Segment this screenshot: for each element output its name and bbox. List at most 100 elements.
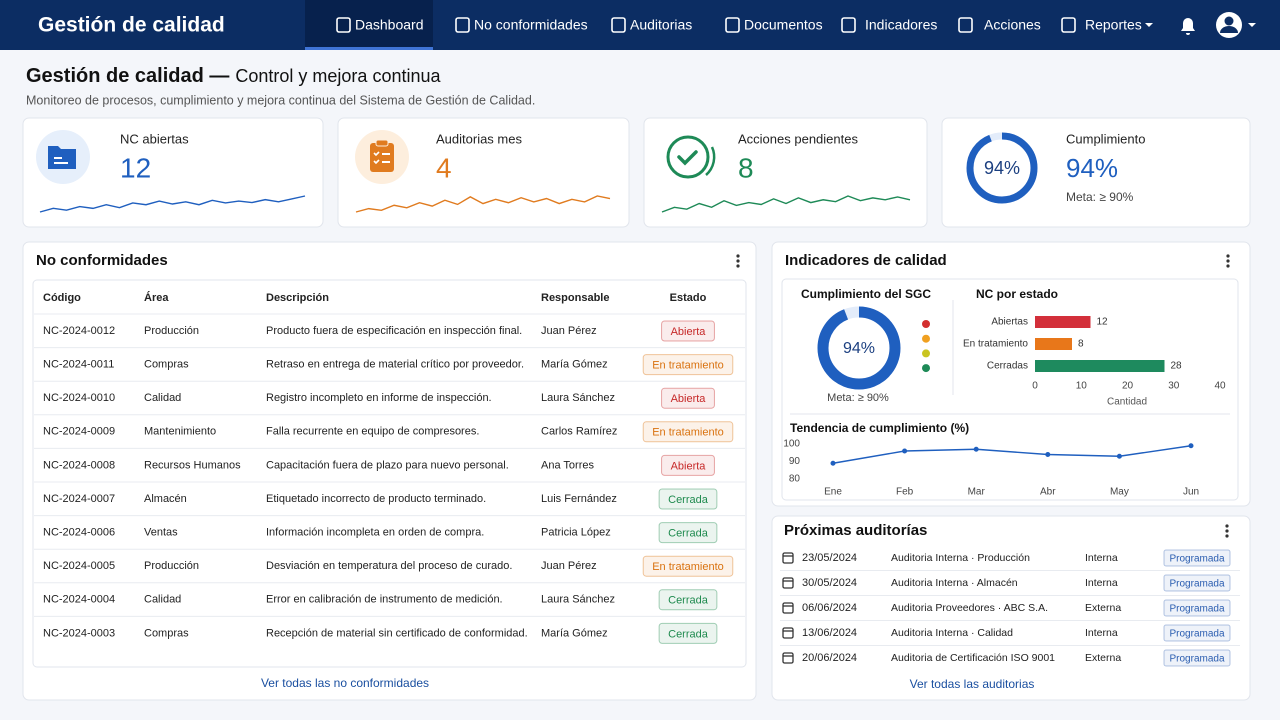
table-cell: Retraso en entrega de material crítico p… [266,359,524,371]
title-main: Gestión de calidad — [26,65,229,87]
kpi-label: NC abiertas [120,131,189,146]
nav-item[interactable]: Acciones [984,17,1041,33]
bar [1035,360,1165,372]
icon-line [382,153,390,155]
table-cell: Calidad [144,392,181,404]
audit-name: Auditoria Interna · Producción [891,552,1030,564]
column-header: Estado [670,292,707,304]
status-badge [661,387,715,409]
caret [1145,23,1153,27]
nav-icon [455,17,470,33]
check-icon-arc [705,146,716,176]
table-cell: Falla recurrente en equipo de compresore… [266,426,479,438]
table-cell: Desviación en temperatura del proceso de… [266,560,512,572]
table-cell: Mantenimiento [144,426,216,438]
panel-title: No conformidades [36,252,168,269]
audit-date: 06/06/2024 [802,602,857,614]
table-cell: NC-2024-0010 [43,392,115,404]
table-cell: Producción [144,325,199,337]
nav-item[interactable]: No conformidades [474,17,588,33]
legend-dot [922,349,930,358]
audit-name: Auditoria Interna · Calidad [891,627,1013,639]
y-tick-label: 80 [789,474,801,485]
legend-dot [922,334,930,343]
audit-status: Programada [1169,629,1224,640]
donut-arc [817,306,901,390]
link[interactable]: Ver todas las auditorias [910,677,1035,691]
bar [1035,338,1072,350]
kebab-dot[interactable] [736,254,740,258]
audit-name: Auditoria Interna · Almacén [891,577,1018,589]
status-badge [642,421,734,443]
audit-type: Externa [1085,602,1121,614]
nav-item[interactable]: Dashboard [355,17,424,33]
x-tick-label: 10 [1076,381,1088,392]
status-badge [658,589,718,611]
kebab-dot[interactable] [1225,524,1229,528]
audit-status: Programada [1169,654,1224,665]
table-cell: Laura Sánchez [541,392,615,404]
x-tick-label: Jun [1183,487,1199,498]
table-cell: NC-2024-0012 [43,325,115,337]
chart-title: NC por estado [976,287,1058,301]
nav-item[interactable]: Documentos [744,17,823,33]
status-text: En tratamiento [652,561,724,573]
kpi-label: Acciones pendientes [738,131,858,146]
audit-name: Auditoria de Certificación ISO 9001 [891,652,1055,664]
kebab-dot[interactable] [1226,259,1230,263]
calendar-icon [782,602,794,614]
avatar-head [1224,16,1234,26]
table-cell: Etiquetado incorrecto de producto termin… [266,493,486,505]
trend-point [973,446,979,452]
table-cell: Ana Torres [541,459,594,471]
kpi-value: 12 [120,152,151,183]
audit-date: 20/06/2024 [802,652,857,664]
table-cell: Registro incompleto en informe de inspec… [266,392,492,404]
nav-item[interactable]: Reportes [1085,17,1142,33]
audit-badge [1163,624,1231,642]
table-cell: Compras [144,359,189,371]
nav-icon [611,17,626,33]
table-cell: María Gómez [541,359,608,371]
trend-point [1116,453,1122,459]
table-cell: Producción [144,560,199,572]
avatar-body [1220,26,1238,33]
table-cell: Patricia López [541,527,611,539]
kpi-card [22,117,324,228]
chart-title: Tendencia de cumplimiento (%) [790,421,969,435]
column-header: Responsable [541,292,609,304]
kebab-dot[interactable] [1225,534,1229,538]
status-badge [642,354,734,376]
nav-item[interactable]: Indicadores [865,17,937,33]
clipboard-clip [375,139,389,147]
kebab-dot[interactable] [1225,529,1229,533]
nav-item[interactable]: Auditorias [630,17,692,33]
x-tick-label: 20 [1122,381,1134,392]
table-cell: Compras [144,627,189,639]
nav-icon [336,17,351,33]
status-text: Abierta [671,326,707,338]
kpi-note: Meta: ≥ 90% [1066,190,1134,204]
kebab-dot[interactable] [736,259,740,263]
y-tick-label: 100 [783,439,800,450]
bell-icon[interactable] [1181,18,1195,35]
kpi-label: Auditorias mes [436,131,522,146]
audit-type: Externa [1085,652,1121,664]
status-text: Abierta [671,393,707,405]
x-tick-label: 30 [1168,381,1180,392]
audit-name: Auditoria Proveedores · ABC S.A. [891,602,1048,614]
status-badge [658,522,718,544]
kebab-dot[interactable] [1226,264,1230,268]
audit-date: 30/05/2024 [802,577,857,589]
icon-checks [373,151,380,165]
kebab-dot[interactable] [1226,254,1230,258]
link[interactable]: Ver todas las no conformidades [261,676,429,690]
calendar-icon [782,577,794,589]
x-tick-label: May [1110,487,1129,498]
kpi-value: 4 [436,152,452,183]
status-badge [642,555,734,577]
column-header: Descripción [266,292,329,304]
kebab-dot[interactable] [736,264,740,268]
nc-table-frame [32,279,747,668]
chart-note: Meta: ≥ 90% [827,392,889,404]
